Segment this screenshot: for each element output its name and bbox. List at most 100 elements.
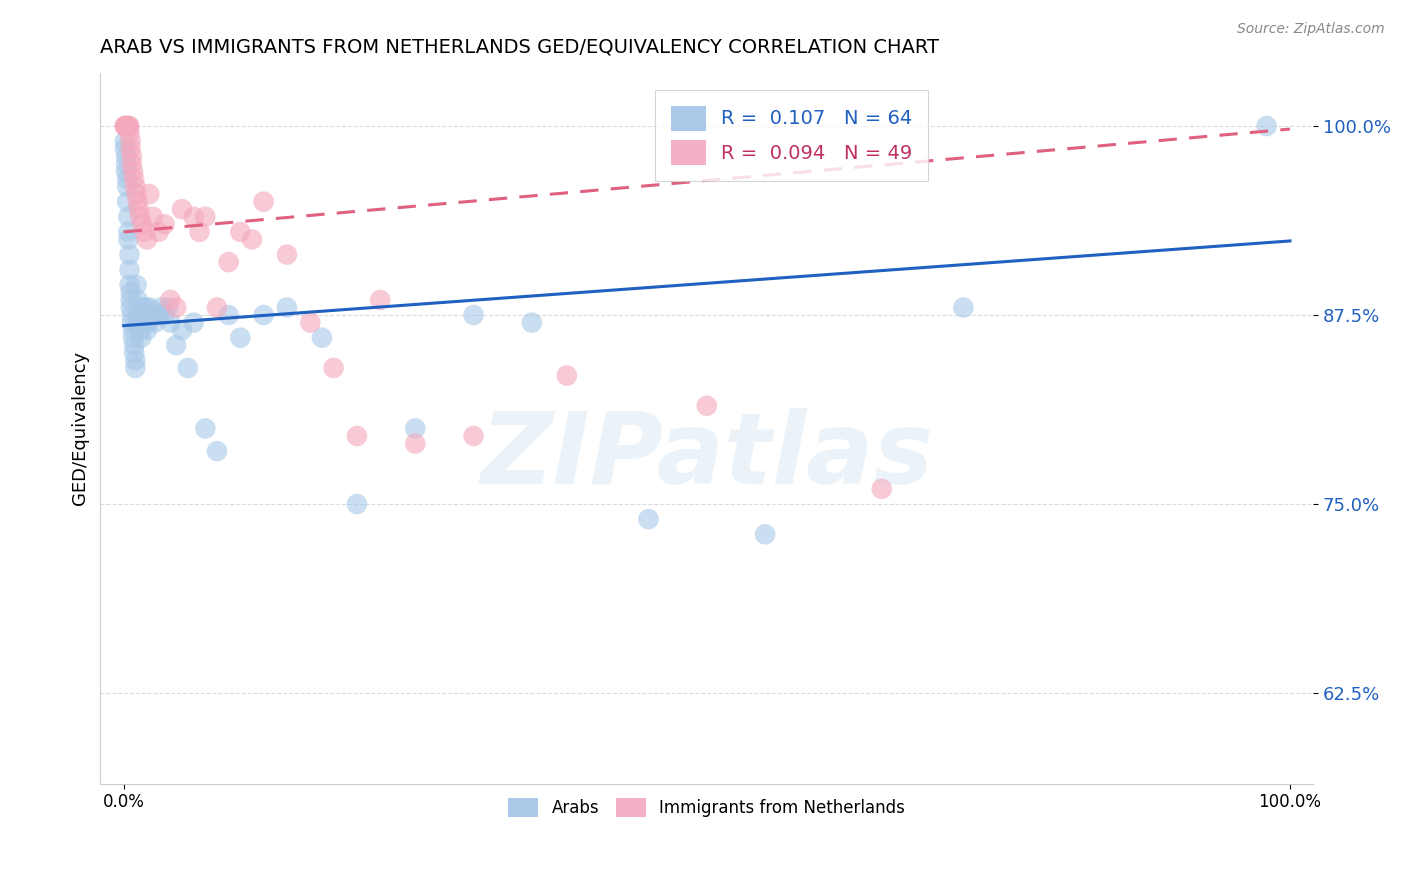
Point — [138, 187, 160, 202]
Point — [153, 308, 176, 322]
Point — [129, 210, 152, 224]
Point — [117, 232, 139, 246]
Text: ZIPatlas: ZIPatlas — [481, 409, 934, 506]
Point — [276, 301, 298, 315]
Point — [218, 255, 240, 269]
Point — [520, 316, 543, 330]
Point — [125, 277, 148, 292]
Point — [122, 172, 145, 186]
Point — [129, 331, 152, 345]
Point — [148, 225, 170, 239]
Point — [346, 429, 368, 443]
Text: Source: ZipAtlas.com: Source: ZipAtlas.com — [1237, 22, 1385, 37]
Point — [115, 119, 138, 133]
Point — [555, 368, 578, 383]
Point — [115, 157, 138, 171]
Point — [134, 225, 156, 239]
Point — [134, 316, 156, 330]
Point — [124, 361, 146, 376]
Point — [229, 331, 252, 345]
Point — [156, 301, 179, 315]
Point — [122, 323, 145, 337]
Point — [253, 194, 276, 209]
Point — [118, 127, 141, 141]
Point — [637, 512, 659, 526]
Point — [115, 194, 138, 209]
Point — [122, 338, 145, 352]
Point — [170, 202, 193, 217]
Point — [121, 316, 143, 330]
Point — [148, 308, 170, 322]
Point — [696, 399, 718, 413]
Point — [346, 497, 368, 511]
Point — [125, 187, 148, 202]
Point — [240, 232, 263, 246]
Point — [120, 301, 142, 315]
Point — [136, 232, 159, 246]
Point — [463, 308, 485, 322]
Point — [142, 308, 165, 322]
Point — [122, 331, 145, 345]
Point — [153, 217, 176, 231]
Point — [159, 316, 181, 330]
Point — [205, 301, 228, 315]
Point — [121, 157, 143, 171]
Point — [122, 346, 145, 360]
Point — [114, 119, 136, 133]
Point — [115, 172, 138, 186]
Point — [183, 210, 205, 224]
Point — [311, 331, 333, 345]
Point — [127, 293, 149, 307]
Point — [253, 308, 276, 322]
Point — [142, 210, 165, 224]
Point — [121, 149, 143, 163]
Point — [229, 225, 252, 239]
Point — [1256, 119, 1278, 133]
Point — [194, 421, 217, 435]
Point — [299, 316, 322, 330]
Point — [276, 247, 298, 261]
Point — [115, 119, 138, 133]
Point — [131, 308, 153, 322]
Point — [127, 194, 149, 209]
Point — [754, 527, 776, 541]
Point — [218, 308, 240, 322]
Text: ARAB VS IMMIGRANTS FROM NETHERLANDS GED/EQUIVALENCY CORRELATION CHART: ARAB VS IMMIGRANTS FROM NETHERLANDS GED/… — [100, 37, 939, 56]
Point — [122, 164, 145, 178]
Point — [117, 119, 139, 133]
Point — [118, 277, 141, 292]
Point — [117, 225, 139, 239]
Point — [124, 179, 146, 194]
Point — [115, 119, 138, 133]
Point — [120, 285, 142, 300]
Point — [114, 142, 136, 156]
Point — [404, 421, 426, 435]
Point — [194, 210, 217, 224]
Point — [128, 316, 150, 330]
Point — [115, 179, 138, 194]
Point — [118, 262, 141, 277]
Y-axis label: GED/Equivalency: GED/Equivalency — [72, 351, 89, 506]
Point — [120, 293, 142, 307]
Point — [463, 429, 485, 443]
Point — [118, 119, 141, 133]
Point — [159, 293, 181, 307]
Point — [177, 361, 200, 376]
Point — [115, 164, 138, 178]
Point — [114, 119, 136, 133]
Point — [131, 217, 153, 231]
Point — [127, 308, 149, 322]
Legend: Arabs, Immigrants from Netherlands: Arabs, Immigrants from Netherlands — [501, 789, 914, 825]
Point — [170, 323, 193, 337]
Point — [322, 361, 344, 376]
Point — [368, 293, 391, 307]
Point — [138, 301, 160, 315]
Point — [165, 338, 187, 352]
Point — [121, 308, 143, 322]
Point — [128, 202, 150, 217]
Point — [135, 301, 157, 315]
Point — [114, 134, 136, 148]
Point — [124, 353, 146, 368]
Point — [136, 316, 159, 330]
Point — [120, 134, 142, 148]
